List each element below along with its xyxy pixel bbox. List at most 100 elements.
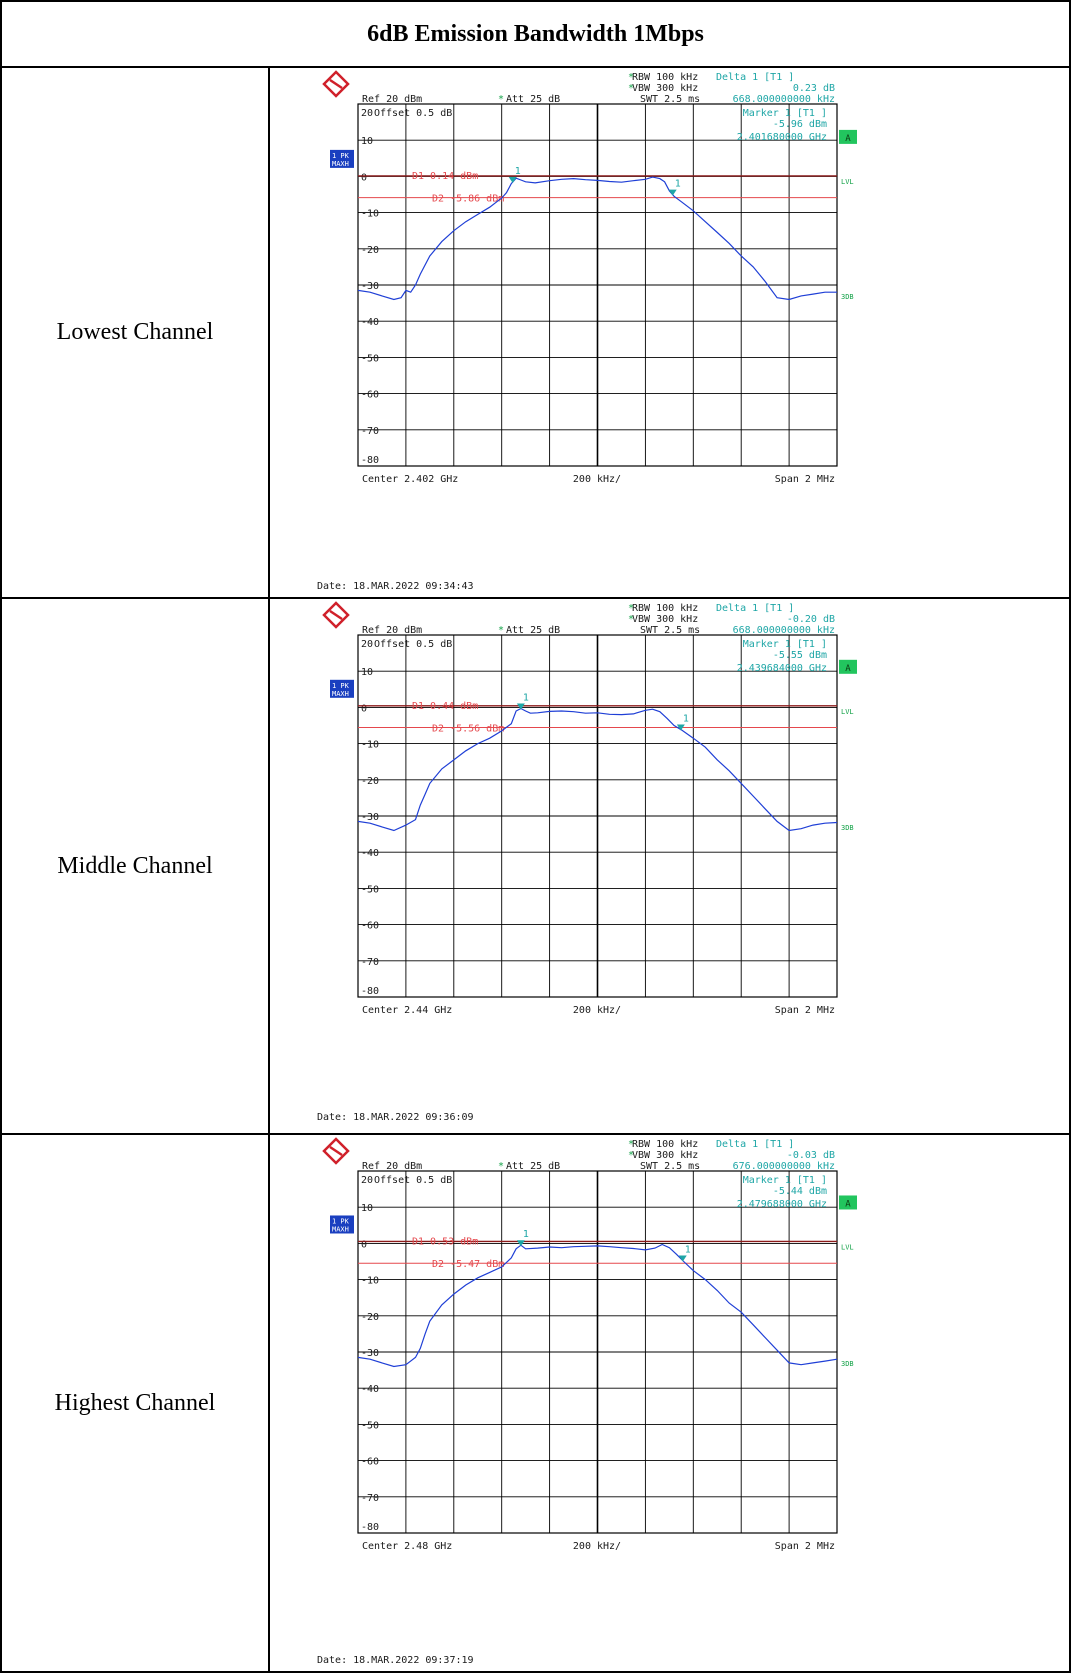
rbw-star: *: [628, 72, 634, 83]
plot-cell-lowest: RBW 100 kHz VBW 300 kHz SWT 2.5 ms * * * Ref 2…: [272, 68, 1071, 597]
plot-cell-middle: RBW 100 kHz VBW 300 kHz SWT 2.5 ms * * * Ref 2…: [272, 599, 1071, 1133]
y-tick-label: 10: [361, 667, 373, 678]
ref-label: Ref 20 dBm: [362, 94, 422, 105]
d2-label: D2 -5.56 dBm: [432, 724, 504, 735]
rs-logo-stroke: [329, 1145, 343, 1157]
center-label: Center 2.402 GHz: [362, 474, 458, 485]
offset-label: Offset 0.5 dB: [374, 108, 452, 119]
center-label: Center 2.48 GHz: [362, 1541, 452, 1552]
delta-1-symbol-label: 1: [685, 1245, 691, 1256]
y-tick-label: 0: [361, 172, 367, 183]
delta-label: Delta 1 [T1 ]: [716, 603, 794, 614]
y-tick-label: -40: [361, 1384, 379, 1395]
trace-line: [357, 1243, 838, 1368]
att-label: Att 25 dB: [506, 625, 560, 636]
date-label: Date: 18.MAR.2022 09:34:43: [317, 581, 474, 592]
y-tick-label: -80: [361, 986, 379, 997]
side-a-label: A: [845, 134, 851, 144]
trace-mode-label: MAXH: [332, 160, 349, 168]
table-row-highest: Highest Channel RBW 100 kHz VBW 300 kHz SW…: [0, 1135, 1071, 1673]
side-a-badge: [839, 129, 857, 144]
y-tick-label: -60: [361, 1457, 379, 1468]
side-lvl-label: LVL: [841, 178, 854, 186]
side-3db-label: 3DB: [841, 824, 854, 832]
y-tick-label: 20: [361, 1175, 373, 1186]
marker-freq: 2.401680000 GHz: [737, 132, 827, 143]
delta-1-symbol: [676, 724, 685, 731]
marker-1-symbol-label: 1: [523, 692, 529, 703]
marker-freq: 2.479688000 GHz: [737, 1199, 827, 1210]
y-tick-label: -20: [361, 1312, 379, 1323]
rs-logo-icon: [322, 70, 350, 98]
att-label: Att 25 dB: [506, 94, 560, 105]
div-label: 200 kHz/: [573, 1005, 621, 1016]
d2-label: D2 -5.47 dBm: [432, 1259, 504, 1270]
marker-value: -5.96 dBm: [773, 119, 827, 130]
y-tick-label: -20: [361, 776, 379, 787]
d1-label: D1 0.53 dBm: [412, 1236, 478, 1247]
vbw-star: *: [628, 614, 634, 625]
marker-1-symbol: [516, 703, 525, 710]
marker-label: Marker 1 [T1 ]: [743, 108, 827, 119]
trace-badge: [330, 679, 354, 698]
trace-badge: [330, 1215, 354, 1234]
marker-value: -5.44 dBm: [773, 1186, 827, 1197]
trace-line: [357, 707, 838, 832]
rs-logo-icon: [322, 1137, 350, 1165]
trace-badge: [330, 149, 354, 168]
rs-logo-stroke: [329, 609, 343, 621]
side-a-badge: [839, 659, 857, 674]
att-star: *: [498, 94, 504, 105]
trace-badge-label: 1 PK: [332, 1217, 350, 1225]
rbw-label: RBW 100 kHz: [632, 603, 698, 614]
marker-1-symbol: [508, 177, 517, 184]
y-tick-label: -60: [361, 921, 379, 932]
span-label: Span 2 MHz: [775, 474, 835, 485]
d1-label: D1 0.14 dBm: [412, 171, 478, 182]
rs-logo-stroke: [329, 78, 343, 90]
table-title: 6dB Emission Bandwidth 1Mbps: [0, 0, 1071, 68]
trace-badge-label: 1 PK: [332, 152, 350, 160]
trace-line: [357, 176, 837, 301]
rbw-label: RBW 100 kHz: [632, 1139, 698, 1150]
rbw-label: RBW 100 kHz: [632, 72, 698, 83]
y-tick-label: 0: [361, 1239, 367, 1250]
y-tick-label: -80: [361, 455, 379, 466]
delta-value: 0.23 dB: [793, 83, 835, 94]
y-tick-label: -60: [361, 390, 379, 401]
y-tick-label: -40: [361, 848, 379, 859]
delta-freq: 676.000000000 kHz: [733, 1161, 835, 1172]
side-a-label: A: [845, 664, 851, 674]
side-lvl-label: LVL: [841, 708, 854, 716]
div-label: 200 kHz/: [573, 1541, 621, 1552]
delta-value: -0.20 dB: [787, 614, 835, 625]
side-3db-label: 3DB: [841, 293, 854, 301]
ref-label: Ref 20 dBm: [362, 625, 422, 636]
y-tick-label: -70: [361, 1493, 379, 1504]
side-lvl-label: LVL: [841, 1243, 854, 1251]
y-tick-label: -50: [361, 353, 379, 364]
date-label: Date: 18.MAR.2022 09:36:09: [317, 1112, 474, 1123]
d2-label: D2 -5.86 dBm: [432, 194, 504, 205]
row-label-lowest: Lowest Channel: [2, 68, 270, 597]
delta-label: Delta 1 [T1 ]: [716, 72, 794, 83]
div-label: 200 kHz/: [573, 474, 621, 485]
offset-label: Offset 0.5 dB: [374, 1175, 452, 1186]
rbw-star: *: [628, 1139, 634, 1150]
plot-cell-highest: RBW 100 kHz VBW 300 kHz SWT 2.5 ms * * * Ref 2…: [272, 1135, 1071, 1671]
y-tick-label: 10: [361, 136, 373, 147]
y-tick-label: -50: [361, 1420, 379, 1431]
rbw-star: *: [628, 603, 634, 614]
y-tick-label: -30: [361, 281, 379, 292]
delta-1-symbol-label: 1: [675, 179, 681, 190]
y-tick-label: -10: [361, 209, 379, 220]
y-tick-label: -10: [361, 1276, 379, 1287]
vbw-star: *: [628, 1150, 634, 1161]
y-tick-label: -80: [361, 1522, 379, 1533]
y-tick-label: -50: [361, 884, 379, 895]
trace-badge-label: 1 PK: [332, 682, 350, 690]
y-tick-label: 0: [361, 703, 367, 714]
y-tick-label: -70: [361, 426, 379, 437]
